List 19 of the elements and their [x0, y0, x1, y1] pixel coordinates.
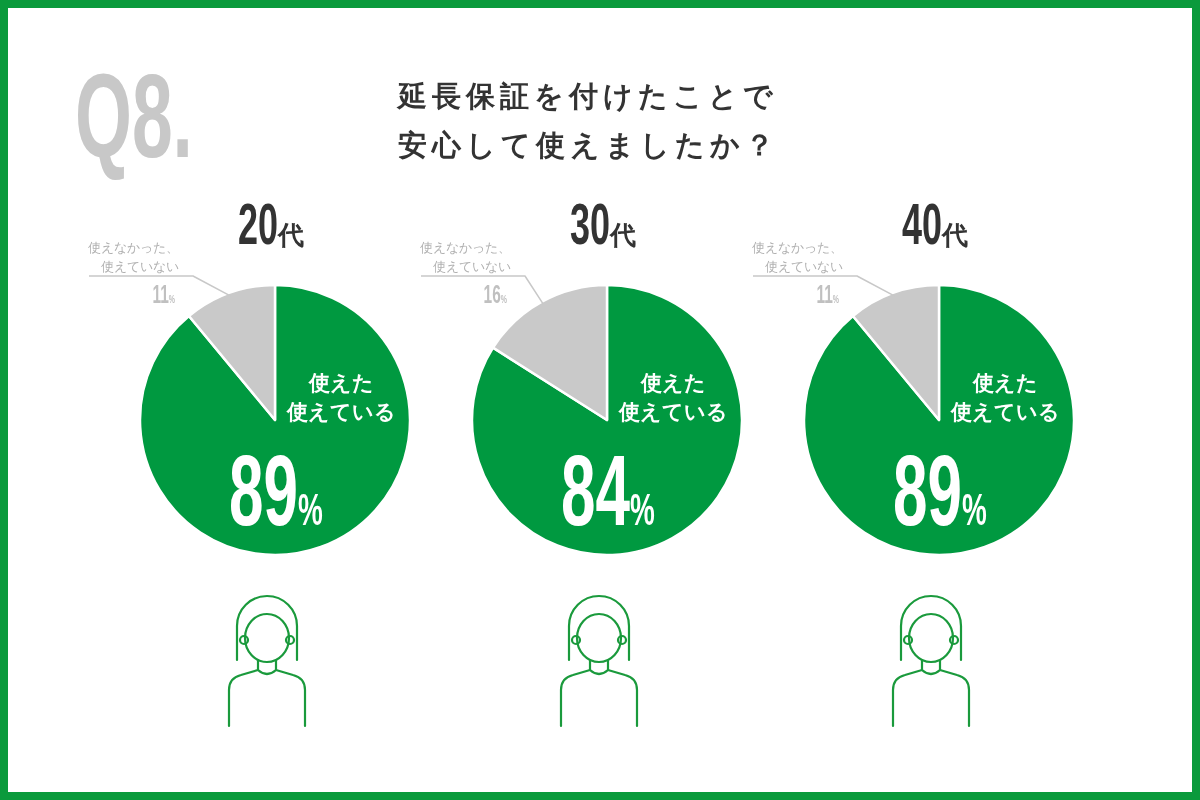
- pie-slice: [802, 283, 1076, 557]
- pie-slice: [470, 283, 744, 557]
- pie-slice: [138, 283, 412, 557]
- chart-title: 40代: [902, 191, 968, 256]
- chart-title: 30代: [570, 191, 636, 256]
- slice-label: 使えなかった、使えていない: [420, 240, 511, 274]
- slice-label: 使えた使えている: [285, 371, 396, 423]
- slice-label: 使えた使えている: [617, 371, 728, 423]
- chart-title: 20代: [238, 191, 304, 256]
- slice-label: 使えた使えている: [949, 371, 1060, 423]
- data-label: 11%: [152, 280, 179, 308]
- text: 延長保証を付けたことで安心して使えましたか？: [396, 80, 779, 161]
- data-label: 84%: [561, 434, 673, 546]
- slice-label: 使えなかった、使えていない: [752, 240, 843, 274]
- slice-label: 使えなかった、使えていない: [88, 240, 179, 274]
- data-label: 16%: [483, 280, 512, 308]
- data-label: 11%: [816, 280, 843, 308]
- data-label: 89%: [893, 434, 1005, 546]
- data-label: 89%: [229, 434, 341, 546]
